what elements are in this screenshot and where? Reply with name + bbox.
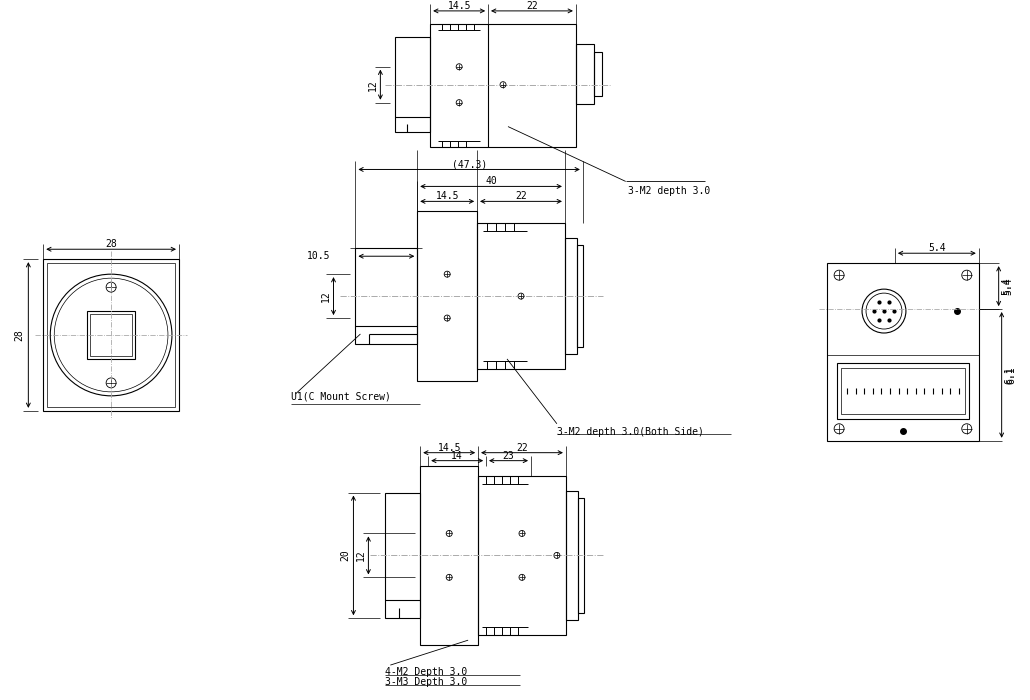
Text: 6.1: 6.1 xyxy=(1004,366,1015,384)
Bar xyxy=(431,24,576,146)
Bar xyxy=(842,368,965,414)
Bar xyxy=(593,52,602,96)
Bar xyxy=(564,238,577,354)
Text: 28: 28 xyxy=(14,329,25,341)
Bar xyxy=(576,44,593,104)
Text: 12: 12 xyxy=(320,290,331,302)
Bar xyxy=(417,211,477,381)
Bar xyxy=(565,491,578,620)
Bar xyxy=(47,263,175,407)
Bar xyxy=(478,475,565,635)
Text: 28: 28 xyxy=(105,239,117,249)
Text: 3-M3 Depth 3.0: 3-M3 Depth 3.0 xyxy=(385,677,468,687)
Text: 3-M2 depth 3.0(Both Side): 3-M2 depth 3.0(Both Side) xyxy=(557,427,703,437)
Bar xyxy=(827,263,978,441)
Text: 5.4: 5.4 xyxy=(928,243,946,253)
Bar xyxy=(88,311,135,359)
Text: 22: 22 xyxy=(526,1,538,11)
Bar xyxy=(385,493,420,618)
Text: U1(C Mount Screw): U1(C Mount Screw) xyxy=(290,392,390,402)
Text: 5.4: 5.4 xyxy=(1003,277,1014,295)
Bar xyxy=(578,498,584,613)
Text: 23: 23 xyxy=(503,451,514,461)
Text: 10.5: 10.5 xyxy=(307,251,331,261)
Text: (47.3): (47.3) xyxy=(451,160,487,169)
Bar xyxy=(355,248,417,344)
Text: 6.1: 6.1 xyxy=(1006,366,1017,384)
Text: 22: 22 xyxy=(515,191,527,202)
Text: 20: 20 xyxy=(341,550,350,561)
Text: 12: 12 xyxy=(355,550,366,561)
Bar xyxy=(43,259,179,411)
Text: 40: 40 xyxy=(485,176,496,186)
Text: 14: 14 xyxy=(451,451,464,461)
Text: 3-M2 depth 3.0: 3-M2 depth 3.0 xyxy=(627,186,710,197)
Bar xyxy=(91,314,132,356)
Bar xyxy=(837,363,969,419)
Bar xyxy=(420,466,478,645)
Text: 14.5: 14.5 xyxy=(447,1,471,11)
Text: 22: 22 xyxy=(516,442,527,453)
Bar xyxy=(577,245,583,347)
Text: 12: 12 xyxy=(368,79,377,90)
Text: 14.5: 14.5 xyxy=(438,442,461,453)
Text: 4-M2 Depth 3.0: 4-M2 Depth 3.0 xyxy=(385,667,468,677)
Text: 14.5: 14.5 xyxy=(436,191,459,202)
Bar xyxy=(477,223,564,369)
Bar xyxy=(396,37,431,132)
Text: 5.4: 5.4 xyxy=(1001,277,1011,295)
